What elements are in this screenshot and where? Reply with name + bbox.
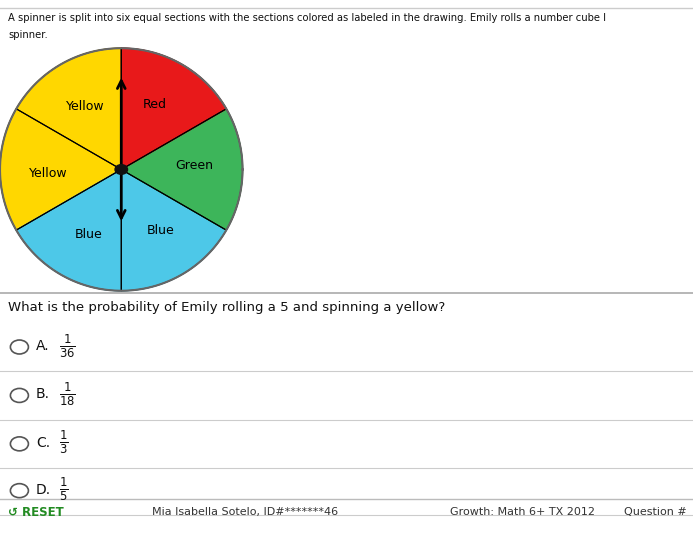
Polygon shape (121, 48, 227, 169)
Text: A spinner is split into six equal sections with the sections colored as labeled : A spinner is split into six equal sectio… (8, 13, 606, 24)
Text: Growth: Math 6+ TX 2012: Growth: Math 6+ TX 2012 (450, 507, 595, 517)
Polygon shape (0, 109, 121, 230)
Text: Red: Red (142, 98, 166, 111)
Text: Green: Green (175, 159, 213, 172)
Polygon shape (16, 48, 121, 169)
Text: Yellow: Yellow (66, 100, 104, 113)
Polygon shape (121, 169, 227, 291)
Text: $\frac{1}{5}$: $\frac{1}{5}$ (59, 476, 69, 503)
Text: Question #: Question # (624, 507, 687, 517)
Text: ↺ RESET: ↺ RESET (8, 506, 64, 519)
Text: What is the probability of Emily rolling a 5 and spinning a yellow?: What is the probability of Emily rolling… (8, 301, 446, 314)
Text: Blue: Blue (147, 224, 175, 237)
Text: A.: A. (36, 339, 50, 353)
Text: Yellow: Yellow (29, 167, 68, 180)
Text: D.: D. (36, 483, 51, 497)
Circle shape (115, 165, 128, 174)
Text: Blue: Blue (74, 228, 102, 241)
Text: $\frac{1}{18}$: $\frac{1}{18}$ (59, 381, 76, 408)
Polygon shape (121, 109, 243, 230)
Text: B.: B. (36, 387, 50, 401)
Text: C.: C. (36, 436, 50, 450)
Text: $\frac{1}{36}$: $\frac{1}{36}$ (59, 332, 76, 359)
Text: $\frac{1}{3}$: $\frac{1}{3}$ (59, 429, 69, 456)
Polygon shape (16, 169, 121, 291)
Text: spinner.: spinner. (8, 30, 48, 40)
Text: Mia Isabella Sotelo, ID#*******46: Mia Isabella Sotelo, ID#*******46 (152, 507, 339, 517)
